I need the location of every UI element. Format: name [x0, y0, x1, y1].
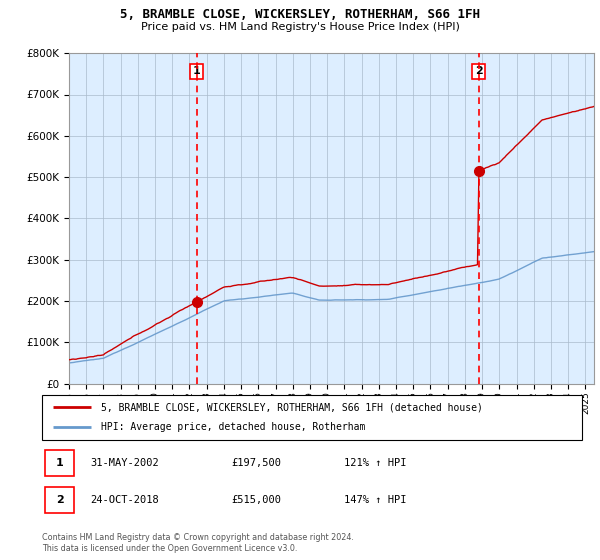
Text: £515,000: £515,000 [231, 494, 281, 505]
Text: £197,500: £197,500 [231, 458, 281, 468]
Text: 31-MAY-2002: 31-MAY-2002 [91, 458, 160, 468]
Text: 121% ↑ HPI: 121% ↑ HPI [344, 458, 407, 468]
Text: 24-OCT-2018: 24-OCT-2018 [91, 494, 160, 505]
Text: 5, BRAMBLE CLOSE, WICKERSLEY, ROTHERHAM, S66 1FH (detached house): 5, BRAMBLE CLOSE, WICKERSLEY, ROTHERHAM,… [101, 402, 483, 412]
Text: Contains HM Land Registry data © Crown copyright and database right 2024.
This d: Contains HM Land Registry data © Crown c… [42, 533, 354, 553]
Text: 5, BRAMBLE CLOSE, WICKERSLEY, ROTHERHAM, S66 1FH: 5, BRAMBLE CLOSE, WICKERSLEY, ROTHERHAM,… [120, 8, 480, 21]
FancyBboxPatch shape [45, 487, 74, 512]
Text: Price paid vs. HM Land Registry's House Price Index (HPI): Price paid vs. HM Land Registry's House … [140, 22, 460, 32]
Text: 1: 1 [56, 458, 64, 468]
FancyBboxPatch shape [45, 450, 74, 476]
Text: HPI: Average price, detached house, Rotherham: HPI: Average price, detached house, Roth… [101, 422, 366, 432]
Text: 2: 2 [56, 494, 64, 505]
Text: 1: 1 [193, 67, 200, 76]
Text: 2: 2 [475, 67, 483, 76]
Text: 147% ↑ HPI: 147% ↑ HPI [344, 494, 407, 505]
